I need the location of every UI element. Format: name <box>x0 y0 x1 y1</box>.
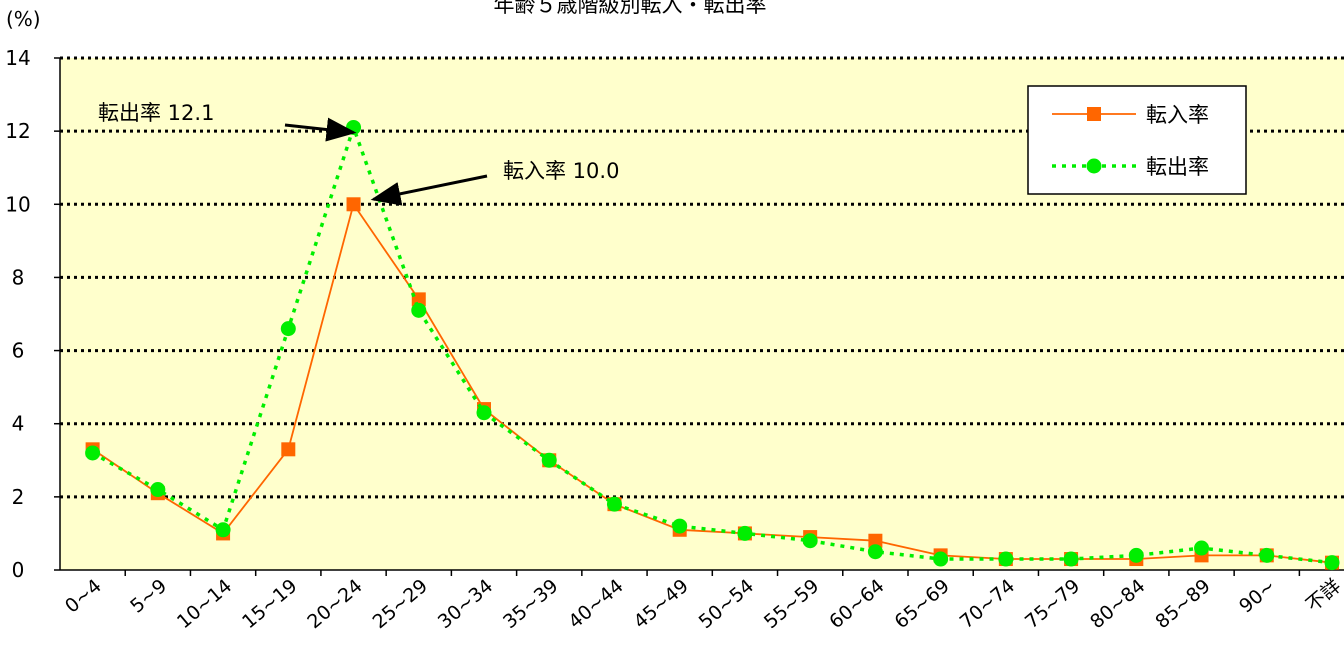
legend-box <box>1027 85 1247 195</box>
x-tick-label: 80~84 <box>1086 575 1149 633</box>
y-tick-label: 2 <box>12 485 25 509</box>
legend-item: 転入率 <box>1052 103 1209 127</box>
y-axis: 0 2 4 6 8 10 12 14 <box>5 46 61 582</box>
series-line <box>91 122 1333 565</box>
annotations: 転出率 12.1 転入率 10.0 <box>98 101 619 206</box>
x-tick-label: 20~24 <box>303 575 366 633</box>
annotation-label: 転入率 10.0 <box>503 159 619 183</box>
legend-marker <box>1086 158 1102 174</box>
data-point <box>541 452 557 468</box>
x-tick-label: 55~59 <box>760 575 823 633</box>
legend-item: 転出率 <box>1052 155 1209 179</box>
data-point <box>85 445 101 461</box>
y-tick-label: 10 <box>5 192 30 216</box>
data-point <box>802 533 818 549</box>
data-point <box>998 551 1014 567</box>
x-tick-label: 60~64 <box>825 575 888 633</box>
data-point <box>281 442 296 457</box>
x-tick-label: 75~79 <box>1021 575 1084 633</box>
data-point <box>150 482 166 498</box>
data-point <box>411 302 427 318</box>
y-tick-label: 12 <box>5 119 30 143</box>
x-tick-label: 10~14 <box>173 575 236 633</box>
data-point <box>215 522 231 538</box>
x-axis: 0~4 5~9 10~14 15~19 20~24 25~29 30~34 35~39 40~4… <box>60 569 1344 633</box>
y-tick-label: 14 <box>5 46 30 70</box>
x-tick-label: 0~4 <box>61 575 106 618</box>
data-point <box>868 533 883 548</box>
legend-marker <box>1087 107 1101 121</box>
x-tick-label: 65~69 <box>890 575 953 633</box>
data-point <box>672 518 688 534</box>
x-tick-label: 85~89 <box>1151 575 1214 633</box>
data-point <box>1194 540 1210 556</box>
data-point <box>1128 547 1144 563</box>
x-tick-label: 90~ <box>1235 575 1280 618</box>
legend-label: 転入率 <box>1146 103 1209 127</box>
data-point <box>476 405 492 421</box>
x-tick-label: 5~9 <box>126 575 171 618</box>
y-tick-label: 6 <box>12 339 25 363</box>
data-point <box>737 525 753 541</box>
data-point <box>606 496 622 512</box>
data-point <box>1259 547 1275 563</box>
x-tick-label: 不詳 <box>1302 575 1344 616</box>
x-tick-label: 70~74 <box>956 575 1019 633</box>
y-tick-label: 4 <box>12 412 25 436</box>
annotation-arrow <box>370 174 488 206</box>
data-point <box>1063 551 1079 567</box>
y-unit-label: (%) <box>6 7 41 31</box>
y-tick-label: 8 <box>12 265 25 289</box>
x-tick-label: 30~34 <box>434 575 497 633</box>
data-point <box>280 321 296 337</box>
x-tick-label: 25~29 <box>369 575 432 633</box>
data-point <box>346 197 361 212</box>
annotation-arrow <box>284 117 357 142</box>
chart-title: 年齢５歳階級別転入・転出率 <box>494 0 767 17</box>
data-point <box>933 551 949 567</box>
x-tick-label: 45~49 <box>630 575 693 633</box>
x-tick-label: 50~54 <box>695 575 758 633</box>
y-tick-label: 0 <box>12 558 25 582</box>
data-point <box>1324 555 1340 571</box>
series-line <box>92 202 1333 564</box>
x-tick-label: 35~39 <box>499 575 562 633</box>
annotation-label: 転出率 12.1 <box>98 101 214 125</box>
data-point <box>867 544 883 560</box>
legend-label: 転出率 <box>1146 155 1209 179</box>
x-tick-label: 40~44 <box>564 575 627 633</box>
x-tick-label: 15~19 <box>238 575 301 633</box>
